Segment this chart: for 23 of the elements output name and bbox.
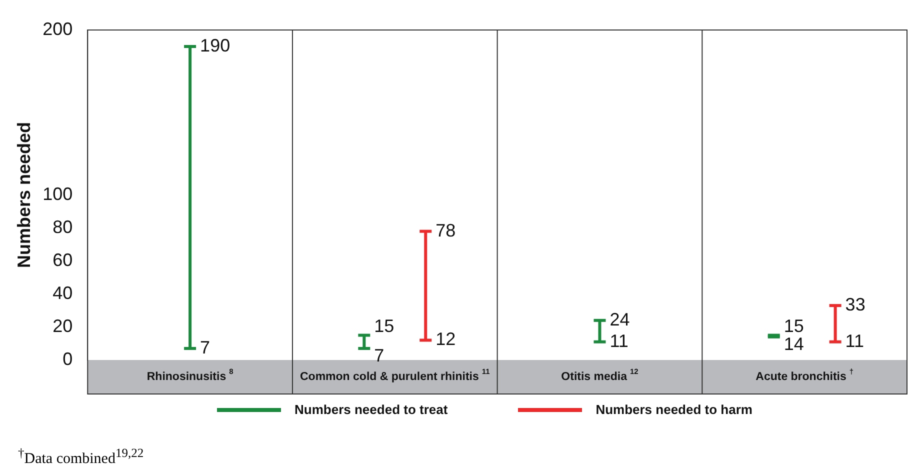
y-tick-label: 200	[42, 18, 73, 39]
annotation: 33	[845, 294, 866, 315]
legend-label: Numbers needed to treat	[294, 402, 448, 417]
y-tick-label: 0	[62, 348, 73, 369]
annotation: 7	[200, 337, 210, 358]
annotation: 11	[845, 330, 864, 351]
y-tick-label: 40	[52, 282, 73, 303]
text: $^{†}$Data combined$^{19,22}$	[18, 446, 144, 468]
annotation: 15	[784, 316, 804, 336]
annotation: 11	[610, 330, 628, 351]
y-tick-label: 60	[52, 250, 73, 270]
y-tick-label: 20	[52, 316, 73, 336]
annotation: 12	[436, 329, 456, 350]
legend-label: Numbers needed to harm	[596, 402, 752, 417]
y-axis-title: Numbers needed	[14, 122, 34, 268]
annotation: 14	[784, 334, 804, 354]
annotation: 15	[374, 316, 394, 336]
y-tick-label: 100	[42, 184, 73, 204]
annotation: 7	[374, 345, 384, 366]
annotation: 78	[436, 220, 456, 240]
y-tick-label: 80	[52, 216, 73, 237]
annotation: 24	[610, 309, 630, 330]
annotation: 190	[200, 35, 230, 56]
